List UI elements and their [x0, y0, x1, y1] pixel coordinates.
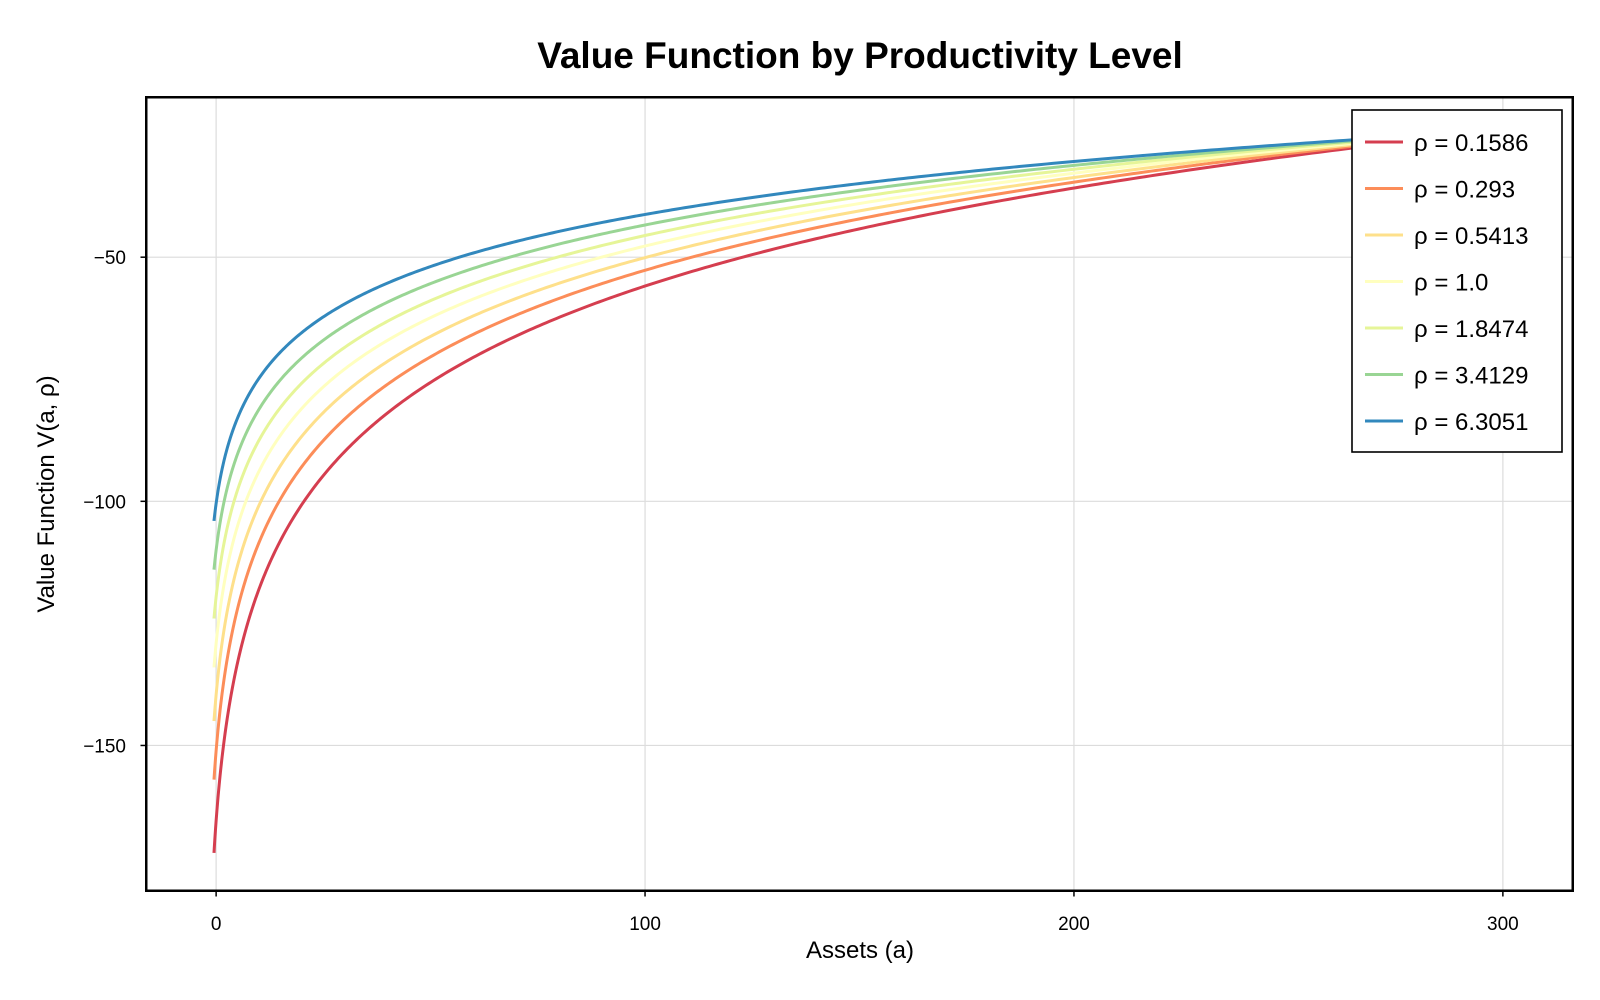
y-tick-label: −150 [83, 736, 126, 757]
plot-frame [145, 96, 1574, 892]
legend-label: ρ = 1.8474 [1414, 316, 1528, 343]
x-axis-label: Assets (a) [806, 937, 914, 964]
legend-label: ρ = 3.4129 [1414, 363, 1528, 390]
legend-label: ρ = 0.5413 [1414, 223, 1528, 250]
series-line [212, 128, 1504, 855]
legend-label: ρ = 1.0 [1414, 270, 1488, 297]
legend-label: ρ = 0.293 [1414, 177, 1515, 204]
legend-label: ρ = 0.1586 [1414, 130, 1528, 157]
x-ticks: 0 100 200 300 [211, 889, 1519, 935]
series-line [212, 128, 1503, 669]
y-tick-label: −100 [83, 492, 126, 513]
series-line [212, 128, 1503, 620]
y-axis-label: Value Function V(a, ρ) [33, 375, 60, 612]
series-group [212, 128, 1504, 855]
x-tick-label: 200 [1058, 914, 1090, 935]
legend: ρ = 0.1586 ρ = 0.293 ρ = 0.5413 ρ = 1.0 ρ = … [1351, 109, 1563, 453]
legend-items: ρ = 0.1586 ρ = 0.293 ρ = 0.5413 ρ = 1.0 ρ = … [1365, 130, 1528, 436]
x-tick-label: 100 [629, 914, 661, 935]
series-line [212, 128, 1503, 523]
series-line [212, 128, 1504, 782]
y-ticks: −50 −100 −150 [83, 248, 148, 757]
chart-title: Value Function by Productivity Level [537, 35, 1183, 76]
legend-label: ρ = 6.3051 [1414, 409, 1528, 436]
x-tick-label: 0 [211, 914, 222, 935]
series-line [212, 128, 1503, 572]
x-tick-label: 300 [1487, 914, 1519, 935]
series-line [212, 128, 1504, 723]
y-tick-label: −50 [94, 248, 126, 269]
